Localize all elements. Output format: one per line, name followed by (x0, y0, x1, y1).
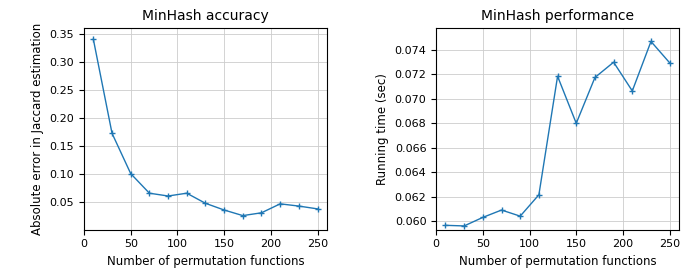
Y-axis label: Running time (sec): Running time (sec) (376, 73, 389, 185)
X-axis label: Number of permutation functions: Number of permutation functions (458, 255, 657, 268)
X-axis label: Number of permutation functions: Number of permutation functions (106, 255, 304, 268)
Title: MinHash accuracy: MinHash accuracy (142, 9, 269, 23)
Y-axis label: Absolute error in Jaccard estimation: Absolute error in Jaccard estimation (31, 23, 44, 235)
Title: MinHash performance: MinHash performance (481, 9, 634, 23)
